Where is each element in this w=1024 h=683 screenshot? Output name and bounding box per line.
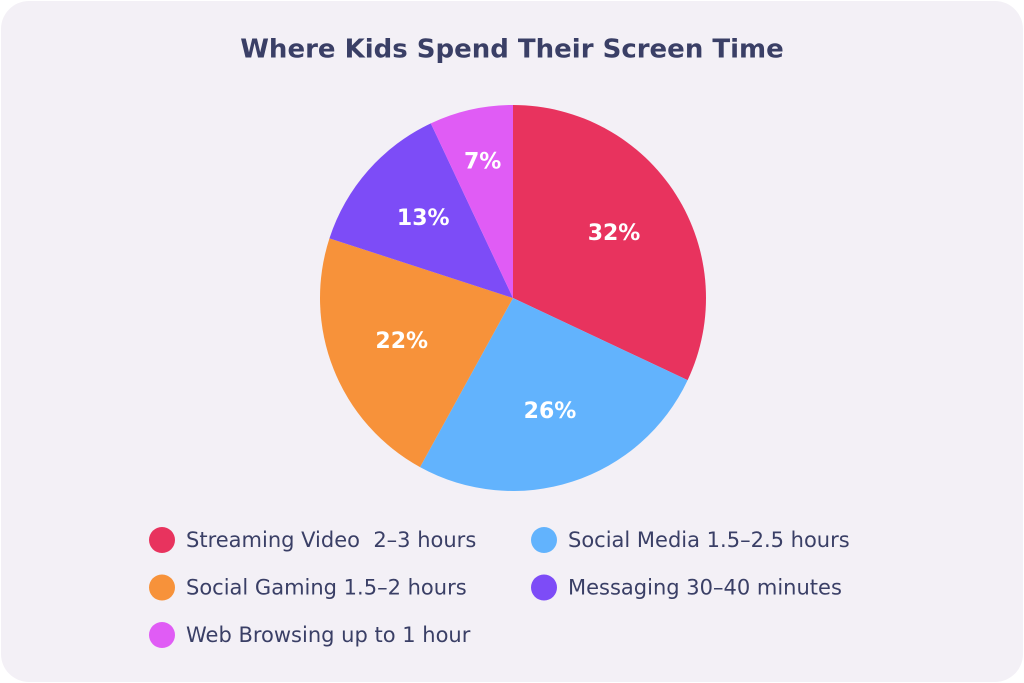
- slice-label: 13%: [397, 206, 450, 231]
- pie-slice: [320, 238, 513, 468]
- pie-slice: [513, 105, 706, 381]
- legend-label: Streaming Video 2–3 hours: [186, 528, 476, 552]
- legend-swatch: [531, 574, 557, 601]
- legend-swatch: [149, 622, 175, 648]
- legend-label: Social Gaming 1.5–2 hours: [186, 576, 467, 600]
- pie-slice: [420, 298, 688, 491]
- legend-label: Messaging 30–40 minutes: [568, 576, 842, 600]
- legend-label: Social Media 1.5–2.5 hours: [568, 528, 850, 552]
- slice-label: 26%: [524, 399, 577, 424]
- pie-slice: [329, 123, 513, 298]
- slice-label: 7%: [464, 149, 501, 174]
- legend-swatch: [149, 574, 175, 601]
- slice-label: 22%: [375, 329, 428, 354]
- legend-label: Web Browsing up to 1 hour: [186, 623, 471, 647]
- slice-label: 32%: [588, 221, 641, 246]
- pie-slice: [430, 105, 513, 298]
- legend-swatch: [531, 527, 557, 553]
- chart-title: Where Kids Spend Their Screen Time: [240, 35, 784, 65]
- legend-swatch: [149, 527, 175, 553]
